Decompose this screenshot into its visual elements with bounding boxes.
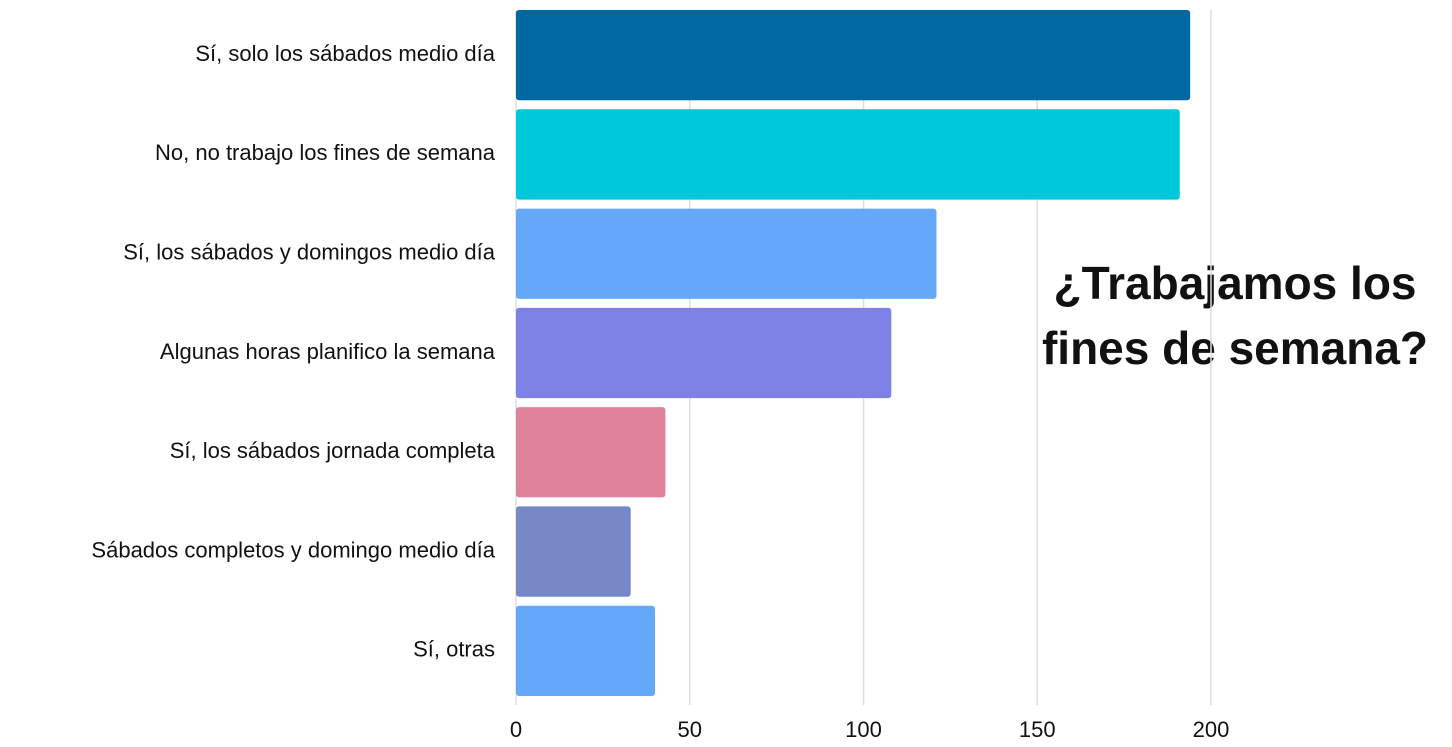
- bar: [516, 109, 1180, 200]
- x-tick-label: 0: [510, 717, 522, 742]
- y-tick-label: Algunas horas planifico la semana: [160, 339, 496, 364]
- y-tick-label: Sí, los sábados y domingos medio día: [123, 240, 496, 265]
- x-tick-label: 150: [1019, 717, 1056, 742]
- y-tick-label: Sí, otras: [413, 637, 495, 662]
- y-tick-label: Sí, los sábados jornada completa: [170, 438, 496, 463]
- bar: [516, 10, 1191, 101]
- y-tick-label: No, no trabajo los fines de semana: [155, 140, 496, 165]
- bar: [516, 605, 655, 696]
- bar: [516, 407, 666, 498]
- y-tick-label: Sábados completos y domingo medio día: [91, 537, 495, 562]
- x-tick-label: 100: [845, 717, 882, 742]
- bar: [516, 307, 892, 399]
- x-tick-label: 200: [1193, 717, 1230, 742]
- x-tick-label: 50: [678, 717, 702, 742]
- chart-title: ¿Trabajamos los: [1053, 257, 1416, 309]
- y-tick-label: Sí, solo los sábados medio día: [195, 41, 495, 66]
- bar: [516, 208, 937, 299]
- bar: [516, 506, 631, 597]
- chart-title: fines de semana?: [1042, 322, 1428, 374]
